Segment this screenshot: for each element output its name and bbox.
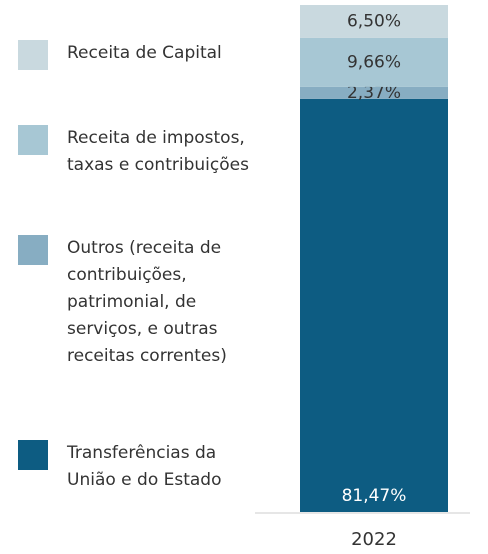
value-label: 2,37% (347, 83, 401, 103)
value-label: 81,47% (342, 486, 407, 506)
value-label: 9,66% (347, 52, 401, 72)
bar-segment (300, 86, 448, 99)
bar-segment (300, 98, 448, 513)
legend-label: Outros (receita de contribuições, patrim… (67, 238, 227, 366)
bar-segment (300, 37, 448, 87)
legend-label: Receita de impostos, taxas e contribuiçõ… (67, 128, 249, 175)
x-tick-label: 2022 (351, 529, 397, 550)
value-label: 6,50% (347, 11, 401, 31)
legend-swatch (18, 235, 48, 265)
bar-segment (300, 5, 448, 38)
legend-swatch (18, 40, 48, 70)
legend-swatch (18, 440, 48, 470)
legend-label: Receita de Capital (67, 43, 222, 63)
legend-label: Transferências da União e do Estado (67, 443, 222, 490)
legend-swatch (18, 125, 48, 155)
